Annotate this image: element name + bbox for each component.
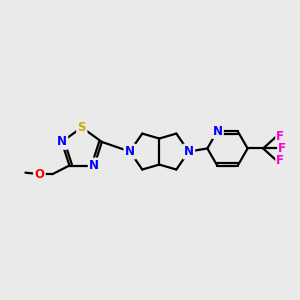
- Text: O: O: [34, 168, 44, 181]
- Text: F: F: [278, 142, 286, 155]
- Text: N: N: [184, 145, 194, 158]
- Text: N: N: [125, 145, 135, 158]
- Text: F: F: [276, 130, 284, 143]
- Text: N: N: [212, 124, 222, 137]
- Text: N: N: [89, 159, 99, 172]
- Text: F: F: [276, 154, 284, 167]
- Text: N: N: [57, 135, 67, 148]
- Text: S: S: [78, 121, 86, 134]
